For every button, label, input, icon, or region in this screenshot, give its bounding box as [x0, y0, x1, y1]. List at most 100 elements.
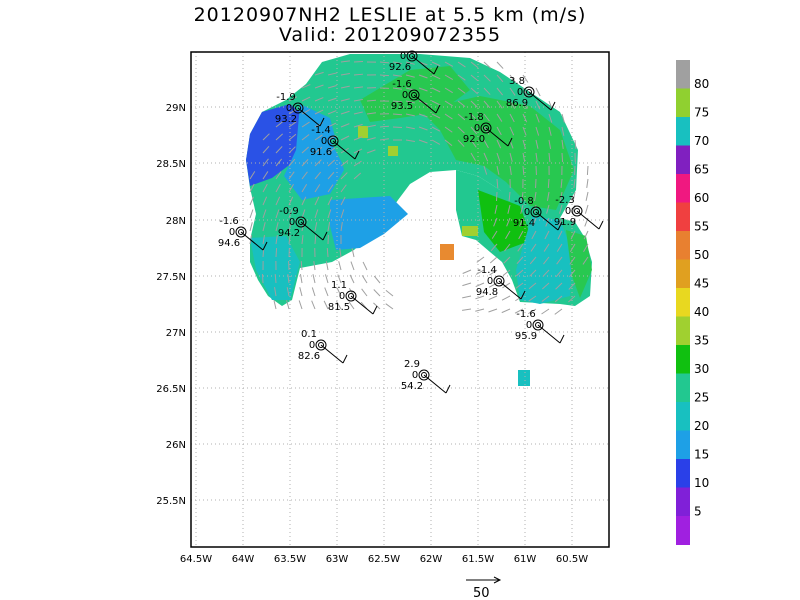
wind-vector: [314, 146, 323, 154]
station-top-value: -1.6: [219, 216, 239, 227]
colorbar-label: 25: [694, 391, 709, 405]
wind-vector: [457, 87, 466, 94]
wind-vector: [311, 300, 316, 310]
wind-vector: [495, 191, 498, 202]
wind-vector: [572, 191, 576, 201]
wind-vector: [584, 204, 589, 214]
colorbar-label: 45: [694, 277, 709, 291]
wind-vector: [288, 171, 295, 180]
wind-vector: [518, 230, 524, 240]
wind-vector: [462, 282, 472, 287]
station-ring-inner: [496, 278, 502, 284]
station-wind-barb: [332, 140, 356, 160]
wind-vector: [301, 234, 304, 245]
station-top-value: -0.8: [514, 196, 534, 207]
wind-vector: [340, 184, 347, 193]
station-barb-flag: [520, 290, 526, 300]
colorbar-label: 40: [694, 305, 709, 319]
wind-vector: [351, 248, 355, 258]
station-mid-value: 0: [487, 276, 493, 287]
station-barb-flag: [433, 65, 439, 75]
station-bottom-value: 92.0: [463, 134, 485, 145]
wind-vector: [336, 300, 342, 310]
wind-vector: [366, 137, 376, 141]
colorbar-label: 15: [694, 448, 709, 462]
station-ring-outer: [315, 339, 327, 351]
wind-vector: [548, 152, 551, 163]
wind-vector: [314, 184, 321, 193]
station-barb-flag: [557, 221, 563, 231]
wind-vector: [558, 217, 563, 227]
colorbar-label: 60: [694, 191, 709, 205]
wind-vector: [327, 110, 337, 115]
reference-vector-label: 50: [473, 586, 490, 600]
field-patch-lightblue-2: [330, 196, 408, 250]
wind-vector: [275, 183, 281, 193]
field-patch-blue: [246, 104, 312, 186]
station-top-value: -1.6: [392, 79, 412, 90]
wind-vector: [327, 72, 337, 76]
wind-vector: [569, 243, 576, 252]
station-wind-barb: [576, 210, 600, 230]
station-barb-flag: [342, 354, 348, 364]
wind-vector: [288, 222, 292, 232]
wind-vector: [470, 113, 478, 121]
wind-vector: [457, 74, 466, 81]
wind-vector: [327, 147, 336, 154]
station-ring-outer: [408, 89, 420, 101]
wind-vector: [340, 110, 350, 115]
wind-vector: [373, 289, 381, 297]
wind-vector: [470, 139, 477, 148]
colorbar-segment: [676, 373, 690, 403]
station-bottom-value: 93.2: [275, 114, 297, 125]
station-ring-inner: [535, 322, 541, 328]
wind-vector: [508, 191, 511, 202]
wind-vector: [531, 230, 537, 240]
station-barb-flag: [550, 101, 556, 111]
wind-vector: [528, 308, 537, 315]
colorbar-segment: [676, 430, 690, 460]
station-ring-outer: [345, 290, 357, 302]
colorbar-label: 65: [694, 163, 709, 177]
wind-vector: [488, 295, 498, 301]
y-tick-label: 26N: [166, 440, 186, 451]
station-wind-barb: [485, 127, 509, 147]
station-ring-inner: [483, 125, 489, 131]
station-ring-outer: [523, 86, 535, 98]
wind-vector: [522, 152, 526, 162]
station-ring-inner: [298, 219, 304, 225]
wind-vector: [314, 84, 324, 89]
wind-vector: [418, 126, 428, 131]
wind-vector: [340, 60, 350, 63]
field-accent-yellowgreen-1: [358, 126, 368, 138]
wind-vector: [532, 217, 537, 227]
wind-vector: [569, 256, 576, 265]
wind-vector: [340, 85, 350, 89]
station-bottom-value: 92.6: [389, 62, 411, 73]
wind-vector: [327, 222, 331, 232]
wind-vector: [583, 230, 589, 240]
wind-vector: [301, 121, 310, 128]
station-top-value: 0.1: [301, 329, 317, 340]
wind-vector: [249, 222, 253, 232]
wind-vector: [379, 138, 389, 141]
wind-vector: [496, 139, 502, 149]
wind-vector: [470, 61, 479, 68]
station-mid-value: 0: [339, 291, 345, 302]
wind-vector: [509, 126, 515, 136]
wind-vector: [490, 243, 498, 252]
wind-vector: [548, 126, 552, 136]
colorbar-label: 80: [694, 77, 709, 91]
y-tick-label: 27.5N: [156, 272, 186, 283]
plot-frame: [190, 51, 610, 548]
wind-vector: [286, 287, 290, 297]
wind-vector: [444, 100, 453, 107]
station-top-value: -0.9: [279, 206, 299, 217]
wind-vector: [327, 122, 337, 128]
wind-vector: [418, 87, 428, 92]
wind-vector: [314, 222, 318, 232]
wind-vector: [338, 261, 342, 271]
